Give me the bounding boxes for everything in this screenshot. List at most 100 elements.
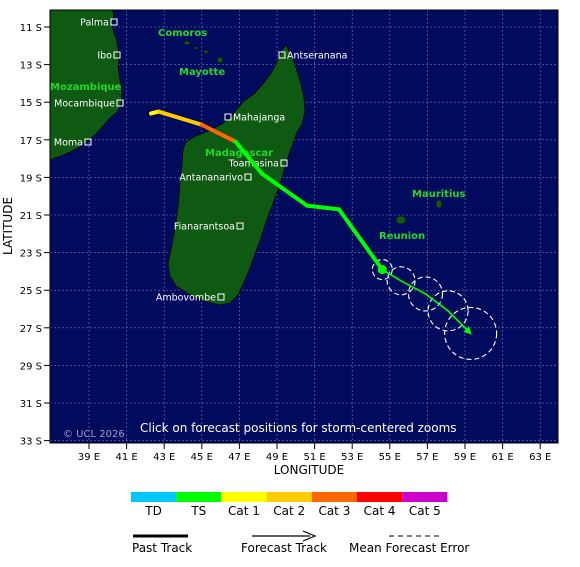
city-marker-mocambique [116, 99, 124, 107]
y-tick-label: 19 S [20, 173, 42, 184]
region-label-mozambique: Mozambique [50, 82, 122, 93]
legend-swatch [176, 492, 222, 502]
mauritius-island [435, 199, 443, 209]
city-marker-moma [84, 138, 92, 146]
city-marker-palma [110, 18, 118, 26]
city-marker-ibo [113, 51, 121, 59]
forecast-error-circle[interactable] [444, 306, 498, 360]
ocean-area [50, 10, 558, 443]
city-label-ambovombe: Ambovombe [156, 293, 216, 304]
legend-swatch [357, 492, 403, 502]
city-label-ibo: Ibo [97, 51, 112, 62]
city-label-palma: Palma [80, 18, 109, 29]
x-tick-label: 57 E [416, 452, 438, 463]
legend-swatch-label: Cat 5 [409, 504, 441, 518]
past-track-segment [259, 171, 310, 208]
past-track-segment [199, 122, 238, 144]
y-tick-label: 17 S [20, 136, 42, 147]
legend-swatch-label: TD [144, 504, 162, 518]
y-tick-label: 27 S [20, 324, 42, 335]
city-label-mahajanga: Mahajanga [233, 113, 285, 124]
madagascar-island [167, 44, 306, 306]
x-tick-label: 55 E [379, 452, 401, 463]
legend-swatch-label: TS [190, 504, 206, 518]
city-label-fianarantsoa: Fianarantsoa [174, 222, 235, 233]
x-tick-label: 63 E [529, 452, 551, 463]
y-tick-label: 11 S [20, 23, 42, 34]
city-marker-mahajanga [224, 113, 232, 121]
y-axis-title: LATITUDE [1, 197, 15, 255]
x-tick-label: 43 E [153, 452, 175, 463]
y-tick-label: 21 S [20, 211, 42, 222]
city-marker-antseranana [278, 51, 286, 59]
x-tick-label: 49 E [266, 452, 288, 463]
legend-swatch-label: Cat 4 [364, 504, 396, 518]
africa-landmass [50, 10, 123, 161]
y-tick-label: 31 S [20, 399, 42, 410]
longitude-axis: 39 E 41 E 43 E 45 E 47 E 49 E 51 E 53 E 55 E 57 E… [78, 443, 551, 463]
past-track-segment [305, 203, 342, 212]
y-tick-label: 15 S [20, 98, 42, 109]
y-tick-label: 13 S [20, 61, 42, 72]
intensity-legend: TD TS Cat 1 Cat 2 Cat 3 Cat 4 Cat 5 [131, 492, 448, 518]
forecast-error-circle[interactable] [407, 276, 444, 312]
x-tick-label: 59 E [454, 452, 476, 463]
past-track [149, 109, 387, 275]
x-tick-label: 39 E [78, 452, 100, 463]
past-track-segment [337, 207, 385, 272]
city-marker-antananarivo [244, 173, 252, 181]
comoros-island [203, 49, 209, 55]
legend-swatch [402, 492, 448, 502]
plot-frame [49, 9, 559, 444]
y-tick-label: 25 S [20, 286, 42, 297]
past-track-legend-label: Past Track [132, 541, 192, 555]
legend-swatch [311, 492, 357, 502]
legend-swatch [131, 492, 177, 502]
copyright-label: © UCL 2026 [63, 429, 125, 440]
x-tick-label: 45 E [191, 452, 213, 463]
city-label-antananarivo: Antananarivo [179, 173, 243, 184]
region-label-reunion: Reunion [379, 231, 425, 242]
legend-swatch-label: Cat 1 [228, 504, 260, 518]
region-label-mayotte: Mayotte [179, 67, 225, 78]
zoom-instruction: Click on forecast positions for storm-ce… [140, 421, 457, 435]
error-legend-label: Mean Forecast Error [349, 541, 469, 555]
legend-swatch-label: Cat 3 [318, 504, 350, 518]
region-label-mauritius: Mauritius [412, 189, 466, 200]
forecast-track-line[interactable] [381, 268, 472, 335]
legend-swatch-label: Cat 2 [273, 504, 305, 518]
forecast-track[interactable] [381, 268, 472, 335]
x-tick-label: 47 E [228, 452, 250, 463]
past-track-segment [156, 109, 204, 127]
city-marker-fianarantsoa [236, 222, 244, 230]
region-label-madagascar: Madagascar [205, 148, 273, 159]
reunion-island [395, 215, 407, 225]
legend-swatch [266, 492, 312, 502]
x-tick-label: 41 E [115, 452, 137, 463]
city-marker-toamasina [280, 159, 288, 167]
past-track-segment [233, 139, 264, 176]
region-label-comoros: Comoros [158, 28, 207, 39]
y-tick-label: 23 S [20, 249, 42, 260]
comoros-island [193, 46, 199, 50]
legend-swatch [221, 492, 267, 502]
mayotte-island [216, 56, 224, 64]
city-label-antseranana: Antseranana [287, 51, 347, 62]
x-tick-label: 61 E [491, 452, 513, 463]
forecast-track-legend-arrow [302, 530, 317, 542]
y-tick-label: 33 S [20, 437, 42, 448]
forecast-track-legend-label: Forecast Track [241, 541, 327, 555]
city-marker-ambovombe [217, 293, 225, 301]
x-tick-label: 53 E [341, 452, 363, 463]
latitude-axis: 11 S 13 S 15 S 17 S 19 S 21 S 23 S 25 S 27 S 29 S… [20, 23, 50, 448]
city-label-moma: Moma [54, 138, 83, 149]
city-label-mocambique: Mocambique [54, 99, 115, 110]
x-tick-label: 51 E [303, 452, 325, 463]
y-tick-label: 29 S [20, 361, 42, 372]
forecast-error-circle[interactable] [427, 290, 469, 332]
comoros-island [183, 40, 191, 46]
forecast-error-circles [371, 258, 498, 360]
x-axis-title: LONGITUDE [274, 463, 344, 477]
